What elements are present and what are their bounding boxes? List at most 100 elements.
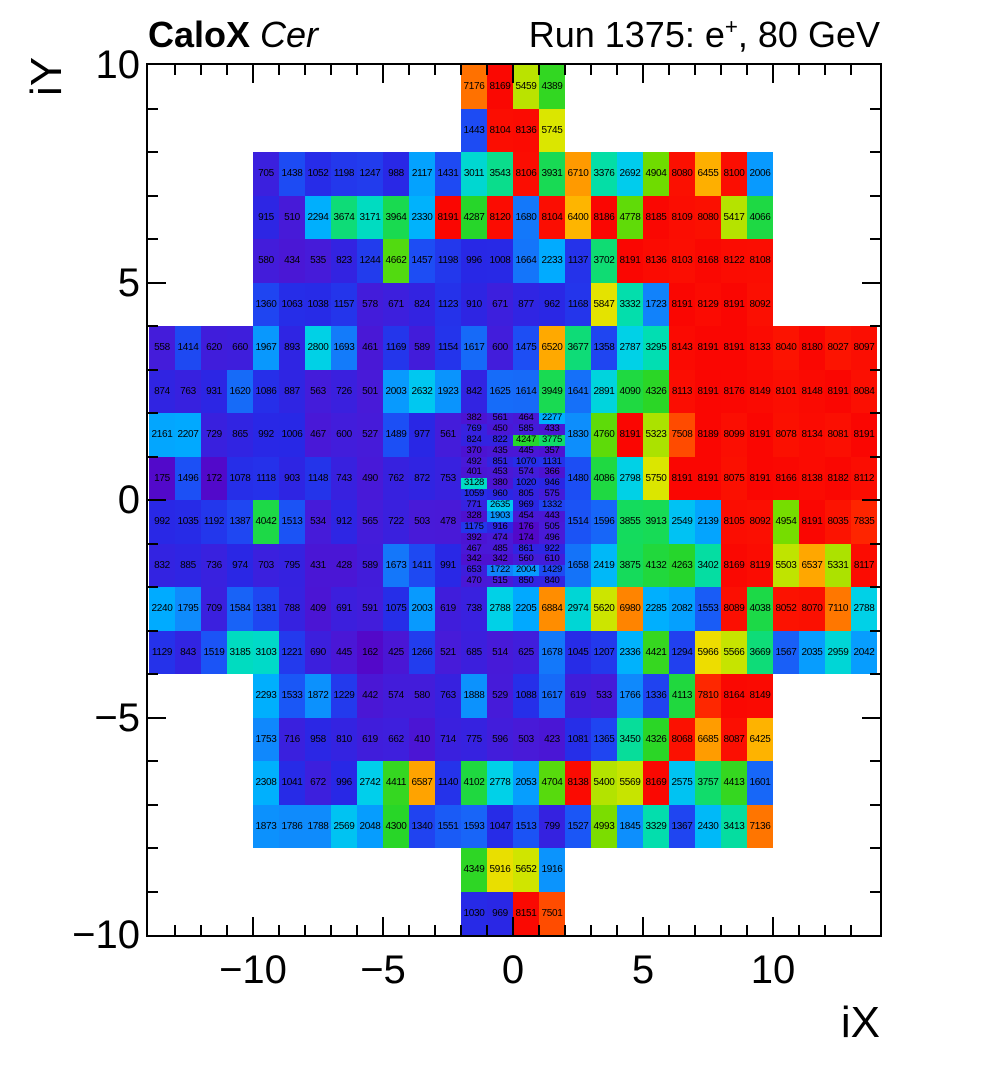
heatmap-cell: 1601 — [747, 761, 773, 805]
heatmap-cell: 7501 — [539, 891, 565, 935]
axis-tick — [148, 238, 158, 240]
heatmap-cell: 8185 — [643, 195, 669, 239]
heatmap-cell: 8068 — [669, 717, 695, 761]
heatmap-cell: 2419 — [591, 543, 617, 587]
heatmap-cell: 2742 — [357, 761, 383, 805]
heatmap-cell: 1221 — [279, 630, 305, 674]
heatmap-cell: 580 — [253, 239, 279, 283]
axis-tick — [148, 760, 158, 762]
heatmap-cell: 382 — [461, 413, 487, 424]
heatmap-cell: 1533 — [279, 674, 305, 718]
heatmap-cell: 865 — [227, 413, 253, 457]
heatmap-cell: 705 — [253, 152, 279, 196]
axis-tick — [434, 65, 436, 75]
heatmap-cell: 775 — [461, 717, 487, 761]
plot-title: CaloX Cer — [148, 14, 318, 56]
heatmap-cell: 1617 — [461, 326, 487, 370]
heatmap-cell: 8133 — [747, 326, 773, 370]
heatmap-cell: 842 — [461, 369, 487, 413]
axis-tick — [148, 368, 158, 371]
heatmap-cell: 8134 — [799, 413, 825, 457]
heatmap-cell: 1513 — [279, 500, 305, 544]
heatmap-cell: 4349 — [461, 848, 487, 892]
heatmap-cell: 1154 — [435, 326, 461, 370]
run-title-superscript: + — [724, 14, 738, 39]
heatmap-cell: 5417 — [721, 195, 747, 239]
heatmap-cell: 8191 — [721, 282, 747, 326]
heatmap-cell: 2240 — [149, 587, 175, 631]
heatmap-cell: 8191 — [799, 500, 825, 544]
axis-tick — [694, 925, 696, 935]
heatmap-cell: 5459 — [513, 65, 539, 109]
heatmap-cell: 6587 — [409, 761, 435, 805]
heatmap-cell: 4954 — [773, 500, 799, 544]
heatmap-cell: 8136 — [643, 239, 669, 283]
heatmap-cell: 1431 — [435, 152, 461, 196]
heatmap-cell: 8143 — [669, 326, 695, 370]
axis-tick — [564, 925, 566, 935]
heatmap-cell: 8108 — [747, 239, 773, 283]
axis-tick — [382, 65, 384, 83]
axis-tick — [148, 847, 158, 849]
axis-tick — [174, 925, 176, 935]
heatmap-cell: 1916 — [539, 848, 565, 892]
heatmap-cell: 470 — [461, 576, 487, 587]
heatmap-cell: 4300 — [383, 804, 409, 848]
heatmap-cell: 5566 — [721, 630, 747, 674]
heatmap-cell: 4421 — [643, 630, 669, 674]
heatmap-cell: 1527 — [565, 804, 591, 848]
heatmap-cell: 1680 — [513, 195, 539, 239]
heatmap-cell: 4904 — [643, 152, 669, 196]
heatmap-cell: 753 — [435, 456, 461, 500]
heatmap-cell: 671 — [487, 282, 513, 326]
axis-tick — [862, 281, 880, 284]
heatmap-cell: 2787 — [617, 326, 643, 370]
axis-tick — [870, 325, 880, 327]
heatmap-cell: 8166 — [773, 456, 799, 500]
heatmap-cell: 1753 — [253, 717, 279, 761]
axis-tick — [642, 65, 644, 83]
heatmap-cell: 503 — [409, 500, 435, 544]
heatmap-cell: 7136 — [747, 804, 773, 848]
heatmap-cell: 5620 — [591, 587, 617, 631]
heatmap-cell: 2117 — [409, 152, 435, 196]
axis-tick — [252, 917, 254, 935]
axis-tick — [148, 716, 166, 719]
axis-tick — [862, 499, 880, 501]
heatmap-cell: 8191 — [695, 326, 721, 370]
heatmap-cell: 1360 — [253, 282, 279, 326]
axis-tick — [564, 65, 566, 75]
heatmap-cell: 861 — [513, 543, 539, 555]
axis-tick — [746, 925, 748, 935]
heatmap-cell: 1070 — [513, 456, 539, 468]
axis-tick — [746, 65, 748, 75]
heatmap-cell: 2330 — [409, 195, 435, 239]
heatmap-cell: 431 — [305, 543, 331, 587]
axis-tick — [434, 925, 436, 935]
heatmap-cell: 1387 — [227, 500, 253, 544]
heatmap-cell: 4090 — [617, 369, 643, 413]
heatmap-cell: 1020 — [513, 478, 539, 490]
heatmap-cell: 467 — [461, 543, 487, 555]
heatmap-cell: 1332 — [539, 500, 565, 511]
heatmap-cell: 2053 — [513, 761, 539, 805]
heatmap-cell: 743 — [331, 456, 357, 500]
heatmap-cell: 912 — [331, 500, 357, 544]
heatmap-cell: 510 — [279, 195, 305, 239]
heatmap-cell: 2632 — [409, 369, 435, 413]
axis-tick — [148, 281, 166, 284]
heatmap-cell: 4760 — [591, 413, 617, 457]
heatmap-cell: 370 — [461, 445, 487, 457]
heatmap-cell: 575 — [539, 489, 565, 500]
heatmap-cell: 653 — [461, 565, 487, 577]
heatmap-cell: 8164 — [721, 674, 747, 718]
heatmap-cell: 788 — [279, 587, 305, 631]
heatmap-cell: 7110 — [825, 587, 851, 631]
heatmap-cell: 1888 — [461, 674, 487, 718]
axis-tick — [486, 65, 488, 75]
axis-tick — [460, 65, 462, 75]
heatmap-cell: 691 — [331, 587, 357, 631]
heatmap-cell: 578 — [357, 282, 383, 326]
axis-tick — [668, 925, 670, 935]
heatmap-cell: 4662 — [383, 239, 409, 283]
